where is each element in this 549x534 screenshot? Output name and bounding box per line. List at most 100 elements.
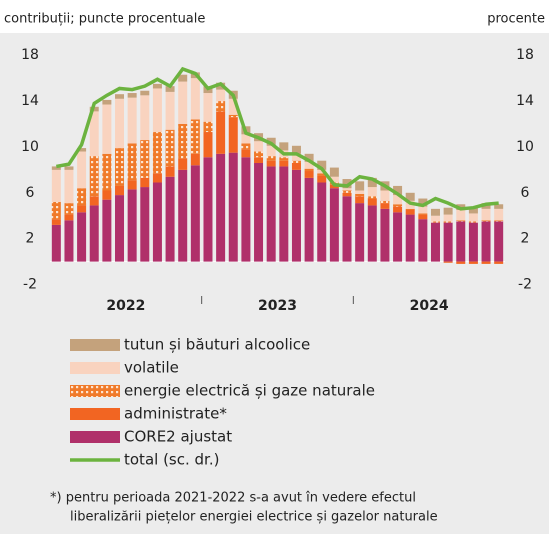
legend-swatch: [70, 339, 120, 351]
bar: [367, 198, 377, 206]
bar: [380, 203, 390, 209]
bar: [342, 196, 352, 262]
bar: [51, 201, 61, 220]
bar: [456, 210, 466, 221]
bar: [51, 166, 61, 170]
legend-swatch: [70, 362, 120, 374]
bar: [64, 203, 74, 215]
legend-swatch: [70, 385, 120, 397]
bar: [64, 220, 74, 262]
bar: [228, 152, 238, 262]
bar: [115, 148, 125, 186]
bar: [291, 145, 301, 154]
bar: [342, 188, 352, 191]
bar: [254, 157, 264, 163]
bar: [140, 140, 150, 178]
bar: [254, 151, 264, 158]
bar: [165, 176, 175, 262]
bar: [342, 192, 352, 197]
bar: [456, 221, 466, 262]
bar: [140, 187, 150, 262]
bar: [203, 157, 213, 262]
bar: [291, 160, 301, 163]
bar: [203, 121, 213, 133]
bar: [317, 182, 327, 262]
bar: [367, 196, 377, 199]
bar: [430, 222, 440, 262]
bar: [127, 189, 137, 262]
bar: [380, 190, 390, 201]
bar: [152, 83, 162, 89]
bar: [468, 222, 478, 262]
y2-tick-label: -2: [518, 277, 532, 293]
bar: [481, 220, 491, 222]
bar: [165, 91, 175, 130]
bar: [51, 224, 61, 262]
y2-label: procente: [487, 12, 545, 27]
bar: [140, 90, 150, 96]
bar: [190, 78, 200, 120]
bar: [418, 214, 428, 220]
bar: [127, 143, 137, 181]
bar: [51, 169, 61, 202]
bar: [418, 198, 428, 207]
bar: [165, 129, 175, 167]
bar: [329, 188, 339, 262]
bar: [291, 153, 301, 161]
bar: [254, 141, 264, 152]
bar: [418, 213, 428, 215]
bar: [102, 190, 112, 200]
bar: [64, 166, 74, 170]
legend-label: CORE2 ajustat: [124, 428, 232, 446]
bar: [468, 261, 478, 264]
bar: [317, 169, 327, 174]
bar: [77, 188, 87, 206]
bar: [418, 219, 428, 262]
bar: [355, 203, 365, 262]
y-tick-label: 10: [21, 139, 39, 155]
bar: [443, 207, 453, 215]
bar: [165, 86, 175, 92]
bar: [393, 204, 403, 207]
bar: [77, 148, 87, 152]
y2-tick-label: 10: [516, 139, 534, 155]
y-tick-label: 18: [21, 47, 39, 63]
bar: [115, 185, 125, 196]
footnote: *) pentru perioada 2021-2022 s-a avut în…: [50, 491, 416, 506]
x-group-label: 2024: [410, 298, 449, 314]
bar: [494, 208, 504, 221]
x-group-label: 2023: [258, 298, 297, 314]
y-tick-label: 2: [26, 231, 35, 247]
x-group-label: 2022: [106, 298, 145, 314]
bar: [317, 173, 327, 176]
bar: [77, 151, 87, 189]
y2-tick-label: 18: [516, 47, 534, 63]
bar: [77, 205, 87, 213]
bar: [393, 195, 403, 205]
bar: [393, 185, 403, 196]
bar: [304, 168, 314, 172]
bar: [494, 204, 504, 209]
bar: [77, 212, 87, 262]
bar: [329, 167, 339, 177]
bar: [64, 214, 74, 221]
bar: [304, 161, 314, 169]
bar: [342, 179, 352, 189]
legend-label: volatile: [124, 359, 179, 377]
bar: [266, 166, 276, 262]
bar: [443, 261, 453, 263]
bar: [291, 169, 301, 262]
bar: [367, 205, 377, 262]
bar: [481, 208, 491, 221]
bar: [355, 181, 365, 191]
bar: [127, 97, 137, 144]
bar: [241, 149, 251, 158]
y2-tick-label: 6: [521, 185, 530, 201]
bar: [64, 169, 74, 204]
y-tick-label: 14: [21, 93, 39, 109]
bar: [430, 221, 440, 223]
bar: [430, 215, 440, 222]
bar: [140, 95, 150, 141]
bar: [152, 132, 162, 174]
